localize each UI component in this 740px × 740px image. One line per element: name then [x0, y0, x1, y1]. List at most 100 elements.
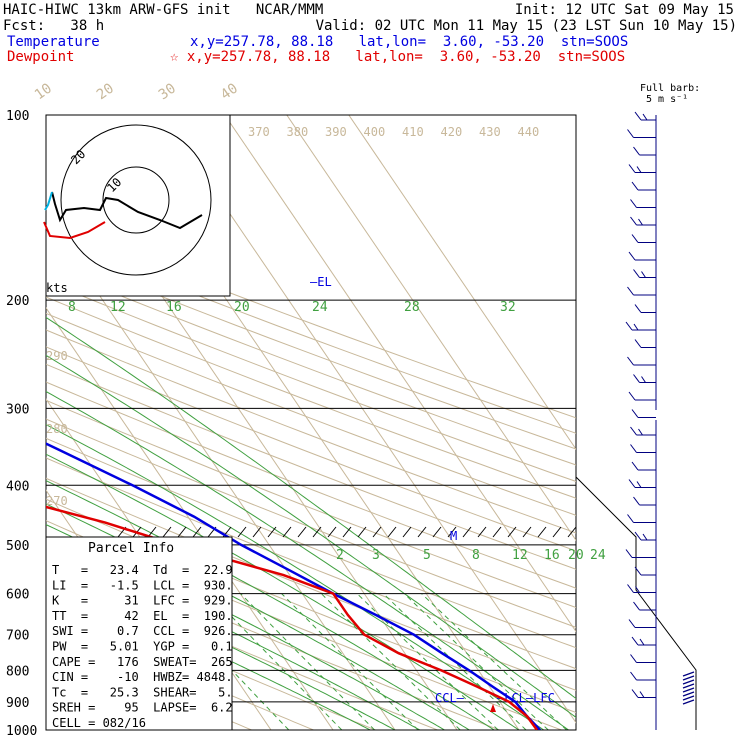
- wind-barb-flag: [627, 584, 634, 593]
- dry-adiabat: [46, 296, 576, 499]
- hodograph-frame: [45, 114, 231, 297]
- init-time: Init: 12 UTC Sat 09 May 15: [514, 2, 734, 18]
- pressure-label: 600: [6, 588, 29, 603]
- wind-barb-flag: [628, 391, 636, 401]
- parcel-info: Parcel Info T = 23.4 Td = 22.9LI = -1.5 L…: [45, 536, 233, 731]
- wind-barb-flag: [628, 164, 636, 173]
- hatch-mark: [342, 526, 352, 538]
- wind-barb-flag: [633, 374, 640, 383]
- theta-label: 430: [479, 125, 501, 139]
- hatch-mark: [537, 526, 547, 538]
- wind-profile: [625, 111, 695, 730]
- dry-adiabat: [46, 588, 376, 730]
- wind-barb-flag: [634, 304, 642, 313]
- mixing-ratio-label: 24: [590, 548, 606, 563]
- axis-labels: 1002003004005006007008009001000-80-70-60…: [6, 81, 606, 739]
- wind-barb-flag: [642, 533, 648, 541]
- dry-adiabat: [46, 249, 576, 450]
- hatch-mark: [237, 526, 247, 538]
- parcel-row: CIN = -10 HWBZ= 4848.: [52, 670, 233, 684]
- moist-label: 16: [166, 300, 182, 315]
- pressure-label: 700: [6, 629, 29, 644]
- hatch-mark: [372, 526, 382, 538]
- theta-label: 280: [46, 422, 68, 436]
- marks: —EL M CCL— —LCL—LFC: [117, 275, 697, 730]
- parcel-row: CELL = 082/16: [52, 716, 146, 730]
- wind-barb-flag: [642, 113, 648, 121]
- mixing-ratio-line: [421, 593, 568, 730]
- mixing-ratio-line: [356, 593, 499, 730]
- wind-barb-flag: [628, 479, 636, 488]
- wind-barb-flag: [628, 619, 636, 628]
- wind-barb-flag: [638, 428, 643, 436]
- model-title: HAIC-HIWC 13km ARW-GFS init NCAR/MMM: [3, 2, 324, 18]
- isotherm-label: 30: [156, 81, 179, 104]
- hatch-mark: [177, 526, 187, 538]
- theta-label: 390: [325, 125, 347, 139]
- dewpoint-legend: Dewpoint: [7, 49, 75, 65]
- isotherm-line: [348, 115, 576, 451]
- theta-label: 380: [287, 125, 309, 139]
- pressure-label: 300: [6, 402, 29, 417]
- wind-barb-flag: [631, 234, 639, 243]
- mixing-ratio-label: 12: [512, 548, 528, 563]
- dry-adiabat: [46, 220, 576, 419]
- moist-label: 24: [312, 300, 328, 315]
- parcel-row: TT = 42 EL = 190.: [52, 609, 233, 623]
- hatch-mark: [402, 526, 412, 538]
- wind-barb-cluster: [682, 675, 695, 681]
- wind-barb-flag: [633, 323, 639, 331]
- hatch-mark: [567, 526, 577, 538]
- dry-adiabat: [46, 265, 576, 466]
- pressure-label: 800: [6, 664, 29, 679]
- hatch-mark: [357, 526, 367, 538]
- forecast-hour: Fcst: 38 h: [3, 18, 105, 34]
- parcel-row: CAPE = 176 SWEAT= 265: [52, 655, 233, 669]
- wind-barb-flag: [631, 181, 639, 191]
- hatch-mark: [447, 526, 457, 538]
- wind-barb-flag: [634, 339, 642, 348]
- mixing-ratio-label: 2: [336, 548, 344, 563]
- pressure-label: 1000: [6, 724, 37, 739]
- theta-label: 290: [46, 349, 68, 363]
- profile-dewpoint: [46, 505, 539, 730]
- parcel-box: [45, 536, 233, 731]
- hatch-mark: [492, 526, 502, 538]
- mixing-ratio-line: [403, 593, 549, 730]
- pressure-label: 500: [6, 539, 29, 554]
- theta-label: 270: [46, 494, 68, 508]
- dry-adiabat: [46, 399, 576, 609]
- temperature-legend: Temperature: [7, 34, 100, 50]
- wind-barb-flag: [638, 218, 643, 226]
- dry-adiabat: [46, 437, 576, 649]
- wind-barb-flag: [627, 286, 634, 296]
- wind-barb-cluster: [682, 699, 695, 705]
- wind-barb-flag: [631, 461, 639, 471]
- parcel-row: K = 31 LFC = 929.: [52, 594, 233, 608]
- surface-marker: [490, 704, 496, 712]
- wind-barb-flag: [634, 531, 642, 541]
- hatch-mark: [297, 526, 307, 538]
- theta-label: 410: [402, 125, 424, 139]
- theta-label: 400: [364, 125, 386, 139]
- wind-barb-flag: [635, 586, 640, 593]
- mixing-ratio-label: 20: [568, 548, 584, 563]
- ccl-marker: CCL—: [435, 691, 465, 705]
- wind-barb-flag: [627, 356, 634, 366]
- isotherm-label: 40: [218, 81, 241, 104]
- wind-barb-cluster: [682, 683, 695, 689]
- hatch-mark: [267, 526, 277, 538]
- moist-label: 12: [110, 300, 126, 315]
- parcel-row: SREH = 95 LAPSE= 6.2: [52, 701, 233, 715]
- mixing-ratio-label: 16: [544, 548, 560, 563]
- wind-barb-cluster: [682, 691, 695, 697]
- wind-barb-flag: [625, 321, 633, 331]
- mixing-ratio-line: [320, 593, 461, 730]
- wind-barb-flag: [634, 566, 642, 576]
- el-marker: —EL: [310, 275, 332, 289]
- hatch-mark: [192, 526, 202, 538]
- wind-barb-flag: [636, 481, 642, 488]
- wind-barb-flag: [633, 496, 640, 506]
- hatch-mark: [552, 526, 562, 538]
